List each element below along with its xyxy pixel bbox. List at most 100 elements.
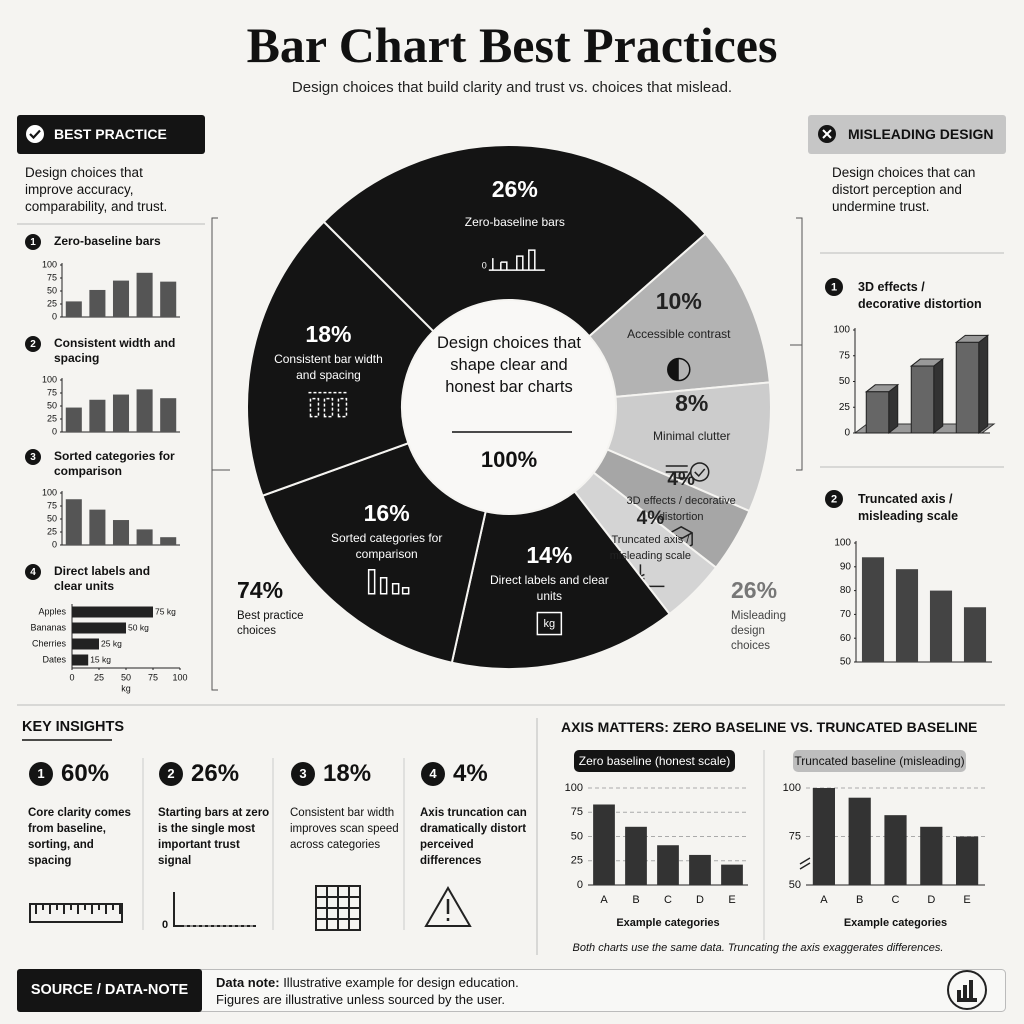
bar [657, 845, 679, 885]
number-badge [25, 564, 41, 580]
segment-label: Sorted categories for comparison [330, 530, 443, 561]
badge-number: 1 [30, 237, 36, 248]
x-tick-label: C [892, 894, 900, 906]
x-tick-label: E [963, 894, 970, 906]
y-tick-label: 100 [834, 538, 851, 549]
bar [920, 826, 943, 885]
segment-value: 4% [667, 468, 695, 490]
group-name: Best practice choices [237, 610, 304, 637]
y-tick-label: 100 [42, 259, 57, 269]
bracket [790, 217, 803, 471]
x-tick-label: 100 [172, 672, 187, 682]
y-tick-label: 50 [839, 376, 851, 387]
badge-number: 3 [30, 452, 36, 463]
badge-number: 2 [30, 339, 36, 350]
donut-segment [261, 441, 487, 664]
footer-note-title: Data note: [216, 975, 280, 990]
footer-icon-bars [957, 980, 977, 1002]
number-badge [291, 762, 315, 786]
y-tick-label: 25 [47, 413, 57, 423]
segment-label: 3D effects / decorative distortion [626, 494, 736, 523]
bar [895, 569, 919, 662]
number-badge [29, 762, 53, 786]
segment-value: 18% [305, 320, 352, 347]
subtitle: Design choices that build clarity and tr… [291, 79, 733, 96]
bracket [211, 217, 230, 691]
ruler-ticks [35, 904, 121, 914]
y-tick-label: Bananas [30, 622, 66, 632]
icon-contrast-fill [667, 358, 679, 381]
chart-title: Zero baseline (honest scale) [578, 754, 731, 768]
y-tick-label: 75 [47, 272, 57, 282]
panel-title: MISLEADING DESIGN [848, 126, 994, 142]
segment-value: 26% [491, 176, 538, 203]
chart-title: Truncated baseline (misleading) [794, 754, 965, 768]
y-tick-label: 25 [47, 298, 57, 308]
bar [160, 281, 177, 317]
icon-bars [488, 249, 545, 271]
chart-title: Direct labels and clear units [54, 564, 151, 593]
footer-note-text: Illustrative example for design educatio… [216, 975, 519, 1007]
chart-title: 3D effects / decorative distortion [858, 280, 982, 311]
segment-label: Minimal clutter [653, 428, 731, 443]
bar [160, 398, 177, 432]
y-tick-label: 0 [52, 426, 57, 436]
badge-number: 2 [831, 493, 837, 505]
bar [625, 826, 647, 885]
segment-icon [665, 462, 710, 482]
segment-label: Accessible contrast [627, 326, 731, 341]
x-axis-label: kg [121, 683, 131, 693]
insight-icon [29, 903, 123, 923]
y-tick-label: 50 [47, 285, 57, 295]
bar-side [888, 383, 899, 435]
x-tick-label: 75 [148, 672, 158, 682]
number-badge [421, 762, 445, 786]
check-icon [26, 125, 44, 143]
bar [812, 788, 835, 885]
group-value: 26% [731, 577, 778, 603]
footer-note: Data note: Illustrative example for desi… [216, 974, 546, 1008]
footer-label-box [17, 969, 202, 1012]
bar [112, 280, 130, 317]
bar [929, 590, 953, 662]
bar [72, 638, 99, 650]
y-tick-label: 100 [42, 374, 57, 384]
icon-check [689, 462, 710, 482]
insight-text: Core clarity comes from baseline, sortin… [28, 807, 131, 867]
y-tick-label: 75 [571, 806, 583, 818]
bar [884, 815, 907, 885]
y-tick-label: 50 [840, 657, 852, 668]
insight-text: Starting bars at zero is the single most… [158, 807, 270, 867]
donut-segment [246, 220, 435, 498]
number-badge [25, 336, 41, 352]
y-tick-label: 100 [783, 782, 801, 794]
icon-bars [367, 569, 410, 595]
segment-label: Truncated axis / misleading scale [609, 534, 692, 563]
bar [89, 399, 106, 432]
x-tick-label: A [820, 894, 828, 906]
y-tick-label: 50 [571, 830, 583, 842]
donut-segment [322, 144, 707, 338]
icon-check-mark [694, 468, 706, 478]
bar [65, 407, 82, 432]
bar [910, 365, 935, 434]
bar [72, 606, 153, 618]
segment-value: 14% [526, 541, 573, 568]
number-badge [25, 234, 41, 250]
segment-value: 4% [636, 508, 665, 530]
chart-title: Consistent width and spacing [54, 336, 176, 365]
warning-icon [424, 886, 472, 927]
y-tick-label: Cherries [32, 638, 67, 648]
x-tick-label: B [856, 894, 863, 906]
value-label: 15 kg [90, 654, 111, 664]
y-tick-label: 70 [840, 609, 852, 620]
segment-label: Zero-baseline bars [464, 215, 565, 230]
bar [963, 607, 987, 662]
chart-title: Zero-baseline bars [54, 234, 161, 248]
donut-segment [450, 490, 671, 670]
bar [593, 804, 615, 885]
bar [112, 520, 130, 545]
donut-hole [403, 301, 615, 513]
y-tick-label: 75 [839, 350, 851, 361]
